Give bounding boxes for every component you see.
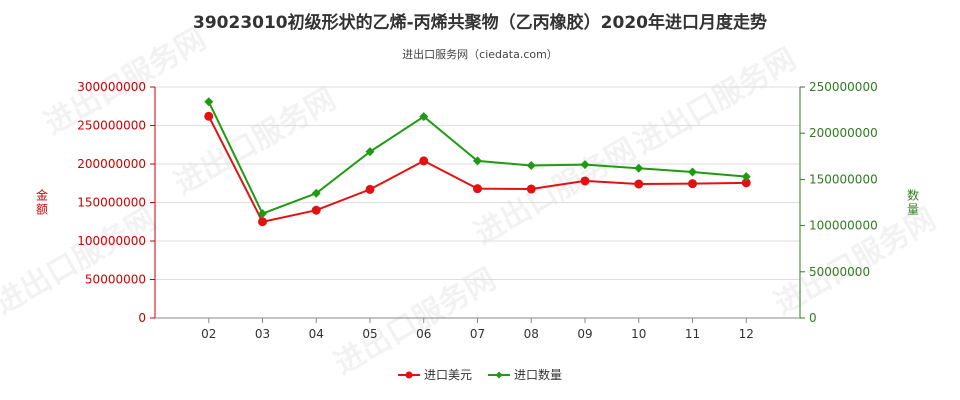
series-2-point (526, 161, 536, 171)
left-tick-label: 100000000 (77, 234, 146, 248)
series-2-point (741, 172, 751, 182)
legend-marker-2 (495, 371, 503, 379)
watermark-text: 进出口服务网 (0, 202, 162, 322)
series-2-point (258, 209, 267, 219)
watermark-text: 进出口服务网 (629, 42, 802, 162)
left-axis-title: 金额 (36, 188, 48, 217)
legend: 进口美元 进口数量 (398, 367, 562, 382)
right-tick-label: 150000000 (809, 172, 878, 186)
right-tick-label: 0 (809, 311, 817, 325)
x-tick-label: 08 (524, 327, 539, 341)
grid-layer (155, 86, 800, 280)
series-2-point (365, 147, 375, 157)
axes-layer: 0 50000000 100000000 150000000 200000000 2500… (36, 80, 919, 341)
x-tick-label: 09 (577, 327, 592, 341)
legend-label-1: 进口美元 (424, 368, 472, 382)
series-1-point (419, 156, 429, 166)
series-2-point (580, 160, 590, 170)
chart-subtitle: 进出口服务网（ciedata.com） (402, 48, 558, 61)
left-tick-label: 200000000 (77, 157, 146, 171)
left-tick-label: 50000000 (85, 273, 146, 287)
series-1-point (741, 178, 751, 188)
left-tick-label: 0 (138, 311, 146, 325)
x-tick-label: 05 (362, 327, 377, 341)
watermark-text: 进出口服务网 (169, 82, 342, 202)
x-tick-label: 02 (201, 327, 216, 341)
x-tick-label: 04 (309, 327, 324, 341)
legend-label-2: 进口数量 (514, 367, 562, 382)
left-tick-label: 300000000 (77, 80, 146, 94)
x-tick-label: 11 (685, 327, 700, 341)
series-2-point (473, 156, 482, 166)
series-1-point (688, 179, 697, 189)
legend-marker-1 (405, 371, 413, 379)
series-1-point (311, 205, 321, 215)
right-tick-label: 100000000 (809, 219, 878, 233)
left-tick-label: 250000000 (77, 119, 146, 133)
series-2-point (634, 163, 644, 173)
series-2-point (311, 188, 321, 198)
right-tick-label: 200000000 (809, 126, 878, 140)
x-tick-label: 12 (739, 327, 754, 341)
series-1-point (580, 176, 590, 186)
x-tick-label: 07 (470, 327, 485, 341)
series-2-point (419, 112, 429, 122)
series-1-point (473, 184, 482, 194)
x-tick-label: 10 (631, 327, 646, 341)
watermark-text: 进出口服务网 (469, 132, 642, 252)
series-2-point (204, 97, 214, 107)
series-1-point (526, 184, 536, 194)
series-1-point (634, 179, 644, 189)
x-tick-label: 03 (255, 327, 270, 341)
chart-title: 39023010初级形状的乙烯-丙烯共聚物（乙丙橡胶）2020年进口月度走势 (193, 13, 767, 33)
x-tick-label: 06 (416, 327, 431, 341)
right-tick-label: 50000000 (809, 265, 870, 279)
series-layer (204, 97, 751, 227)
series-1-point (258, 217, 267, 227)
right-axis-title: 数量 (907, 188, 919, 217)
series-2-point (688, 167, 697, 177)
left-tick-label: 150000000 (77, 196, 146, 210)
right-tick-label: 250000000 (809, 80, 878, 94)
series-1-point (204, 111, 214, 121)
series-1-point (365, 184, 375, 194)
